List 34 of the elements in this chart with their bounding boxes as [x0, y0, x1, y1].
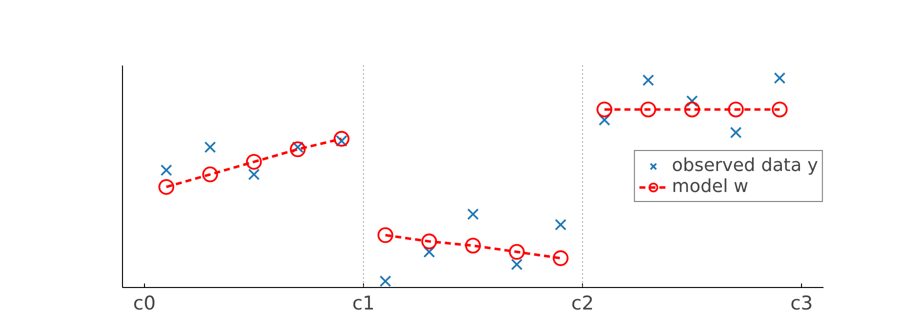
- point: [160, 164, 172, 176]
- point: [246, 154, 262, 170]
- point: [421, 234, 438, 250]
- point: [684, 102, 700, 118]
- point: [467, 208, 479, 220]
- point: [552, 250, 569, 266]
- point: [158, 179, 174, 195]
- point: [598, 114, 610, 126]
- point: [730, 126, 742, 138]
- point: [642, 74, 654, 86]
- point: [774, 72, 786, 84]
- point: [596, 102, 612, 118]
- point: [202, 166, 218, 182]
- point: [334, 130, 350, 147]
- point: [772, 102, 788, 118]
- point: [554, 218, 566, 231]
- point: [465, 238, 481, 254]
- point: [640, 102, 656, 118]
- point: [423, 246, 436, 258]
- point: [380, 275, 392, 288]
- legend-label: model w: [672, 176, 748, 197]
- point: [728, 102, 744, 118]
- legend-label: observed data y: [672, 155, 818, 176]
- x-tick-label: c1: [352, 292, 375, 314]
- x-tick-label: c0: [133, 292, 156, 314]
- point: [204, 141, 216, 154]
- x-tick-label: c3: [790, 292, 813, 314]
- x-tick-label: c2: [571, 292, 594, 314]
- point: [510, 258, 523, 270]
- point: [248, 168, 260, 180]
- point: [290, 141, 306, 158]
- point: [508, 244, 525, 260]
- point: [686, 95, 698, 107]
- point: [377, 227, 394, 244]
